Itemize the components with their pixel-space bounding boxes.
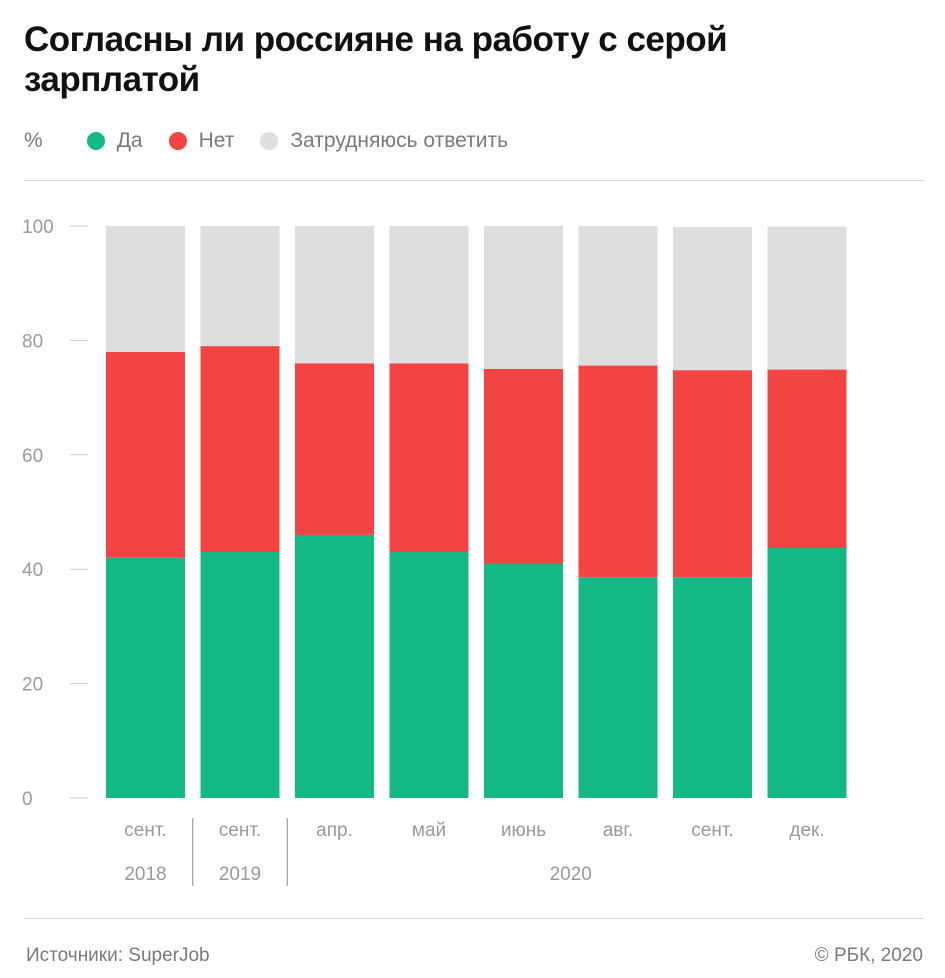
x-tick-label: авг. <box>603 820 634 841</box>
y-tick-label: 80 <box>22 331 43 352</box>
bar-segment-no <box>200 346 280 553</box>
year-label: 2019 <box>219 864 261 885</box>
legend-label-undecided: Затрудняюсь ответить <box>290 129 509 152</box>
bar-segment-yes <box>578 577 658 798</box>
y-tick-label: 20 <box>22 675 43 696</box>
y-tick-label: 40 <box>22 560 43 581</box>
bar-segment-no <box>484 369 563 564</box>
bar-segment-undecided <box>389 226 469 364</box>
bar-segment-no <box>673 370 752 578</box>
x-tick-label: май <box>412 820 446 841</box>
bottom-divider <box>24 918 924 919</box>
bar-segment-yes <box>484 563 563 798</box>
chart-title: Согласны ли россияне на работу с серой з… <box>24 20 728 99</box>
bar-segment-no <box>106 351 185 558</box>
legend-item-yes: Да <box>86 129 143 153</box>
year-label: 2020 <box>550 864 592 885</box>
legend-label-no: Нет <box>198 129 235 152</box>
x-tick-label: сент. <box>691 820 733 841</box>
unit-label: % <box>24 129 43 152</box>
top-divider <box>24 180 924 181</box>
y-tick-label: 0 <box>22 789 33 810</box>
legend-swatch-undecided <box>260 132 279 150</box>
x-tick-label: июнь <box>501 820 546 841</box>
bar-segment-yes <box>200 552 280 798</box>
legend-swatch-yes <box>86 132 105 150</box>
y-tick-label: 100 <box>22 217 54 238</box>
bar-segment-undecided <box>106 226 185 352</box>
bar-segment-no <box>389 363 469 553</box>
bar-segment-yes <box>673 577 752 798</box>
bar-segment-no <box>767 369 847 549</box>
bar-segment-no <box>295 363 374 535</box>
x-tick-label: дек. <box>789 820 824 841</box>
x-tick-label: апр. <box>316 820 353 841</box>
bar-segment-yes <box>295 534 374 798</box>
x-tick-label: сент. <box>219 820 261 841</box>
bar-segment-undecided <box>767 226 847 370</box>
legend: % Да Нет Затрудняюсь ответить <box>24 126 534 156</box>
legend-item-undecided: Затрудняюсь ответить <box>260 129 508 153</box>
bar-segment-yes <box>767 548 847 798</box>
bar-segment-undecided <box>295 226 374 364</box>
legend-swatch-no <box>168 132 187 150</box>
legend-label-yes: Да <box>116 129 143 152</box>
bar-segment-yes <box>389 552 469 798</box>
stacked-bar-chart: 0 20 40 60 80 100 сент. сент. апр. май июнь авг. сен… <box>22 217 847 886</box>
x-tick-label: сент. <box>124 820 166 841</box>
bar-segment-undecided <box>484 226 563 369</box>
legend-item-no: Нет <box>168 129 235 153</box>
copyright-note: © РБК, 2020 <box>814 945 923 966</box>
bar-segment-no <box>578 365 658 578</box>
bar-segment-yes <box>106 557 185 798</box>
bar-segment-undecided <box>578 226 658 366</box>
year-label: 2018 <box>124 864 166 885</box>
source-note: Источники: SuperJob <box>26 945 210 966</box>
bar-segment-undecided <box>673 227 752 371</box>
y-tick-label: 60 <box>22 446 43 467</box>
bar-segment-undecided <box>200 226 280 347</box>
